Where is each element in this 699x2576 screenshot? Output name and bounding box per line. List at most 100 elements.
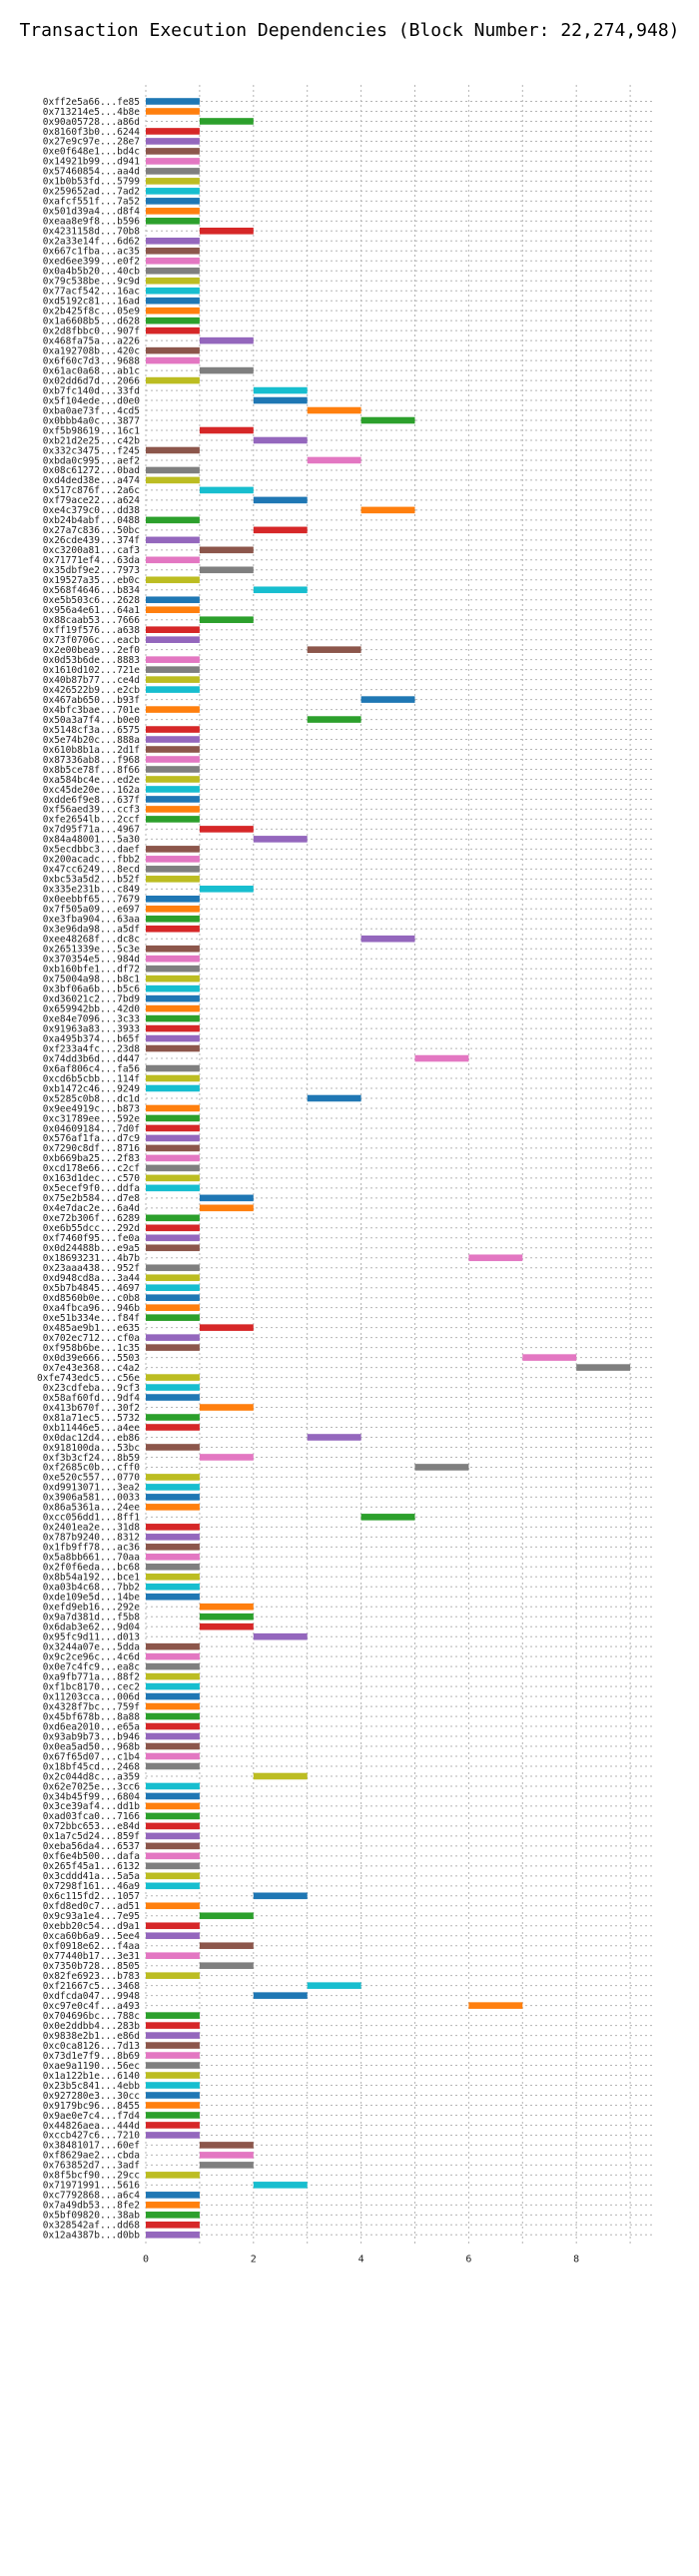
transaction-bar (146, 287, 200, 295)
transaction-label: 0xfe743edc5...c56e (37, 1373, 140, 1384)
transaction-bar (146, 955, 200, 963)
transaction-bar (146, 297, 200, 305)
transaction-label: 0x9ae0e7c4...f7d4 (43, 2111, 141, 2122)
transaction-bar (199, 366, 254, 374)
transaction-bar (146, 636, 200, 643)
transaction-label: 0x927280e3...30cc (43, 2091, 140, 2102)
transaction-bar (146, 1184, 200, 1192)
transaction-bar (146, 2112, 200, 2119)
transaction-label: 0x9179bc96...8455 (43, 2101, 140, 2112)
transaction-bar (146, 1074, 200, 1082)
transaction-label: 0x81a71ec5...5732 (43, 1413, 140, 1424)
transaction-label: 0x0e2ddbb4...283b (43, 2021, 141, 2032)
transaction-bar (307, 456, 361, 464)
transaction-label: 0xe5b503c6...2628 (43, 595, 141, 606)
transaction-label: 0xbda0c995...aef2 (43, 455, 140, 466)
transaction-bar (146, 376, 200, 384)
transaction-label: 0x26cde439...374f (43, 535, 140, 546)
chart-title: Transaction Execution Dependencies (Bloc… (19, 20, 680, 41)
transaction-bar (146, 2022, 200, 2029)
transaction-bar (146, 1024, 200, 1032)
transaction-label: 0x6f60c7d3...9688 (43, 355, 141, 366)
transaction-bar (146, 1922, 200, 1930)
transaction-bar (199, 336, 254, 344)
transaction-label: 0xf3b3cf24...8b59 (43, 1453, 141, 1464)
transaction-label: 0x75e2b584...d7e8 (43, 1193, 141, 1204)
transaction-bar (146, 756, 200, 763)
transaction-bar (146, 1742, 200, 1750)
transaction-label: 0x73d1e7f9...8b69 (43, 2051, 141, 2062)
transaction-bar (253, 1892, 308, 1900)
transaction-bar (146, 1802, 200, 1810)
transaction-label: 0xd6ea2010...e65a (43, 1721, 140, 1732)
transaction-label: 0x90a05728...a86d (43, 117, 140, 128)
transaction-label: 0x265f45a1...6132 (43, 1861, 140, 1872)
transaction-bar (146, 1792, 200, 1800)
transaction-bar (360, 935, 415, 943)
transaction-label: 0xff19f576...a638 (43, 625, 141, 636)
transaction-label: 0x0bbb4a0c...3877 (43, 415, 140, 426)
transaction-label: 0x47cc6249...8ecd (43, 865, 140, 876)
transaction-label: 0xa03b4c68...7bb2 (43, 1583, 140, 1594)
transaction-label: 0x9ee4919c...b873 (43, 1103, 140, 1114)
transaction-bar (146, 1084, 200, 1092)
transaction-bar (253, 1772, 308, 1780)
transaction-bar (146, 1014, 200, 1022)
transaction-label: 0x704696bc...788c (43, 2011, 140, 2022)
transaction-label: 0x73f0706c...eacb (43, 635, 141, 646)
transaction-bar (307, 646, 361, 653)
transaction-bar (253, 1632, 308, 1640)
transaction-label: 0x9c2ce96c...4c6d (43, 1651, 140, 1662)
transaction-label: 0xf233a4fc...23d8 (43, 1043, 141, 1054)
transaction-bar (199, 118, 254, 125)
transaction-bar (522, 1354, 577, 1361)
transaction-bar (199, 1612, 254, 1620)
transaction-bar (360, 696, 415, 703)
transaction-bar (146, 138, 200, 145)
transaction-label: 0x23aaa438...952f (43, 1263, 140, 1274)
transaction-label: 0x1610d102...721e (43, 665, 141, 676)
transaction-bar (146, 1563, 200, 1571)
transaction-bar (307, 1094, 361, 1102)
transaction-bar (199, 2142, 254, 2149)
transaction-bar (146, 237, 200, 245)
x-tick-label: 8 (573, 2254, 579, 2264)
transaction-label: 0x713214e5...4b8e (43, 107, 141, 118)
transaction-bar (146, 1384, 200, 1391)
transaction-bar (146, 905, 200, 913)
transaction-bar (146, 1264, 200, 1272)
transaction-bar (199, 486, 254, 494)
transaction-bar (146, 974, 200, 982)
transaction-bar (146, 317, 200, 324)
transaction-label: 0x5bf09820...38ab (43, 2211, 141, 2222)
x-tick-label: 2 (251, 2254, 257, 2264)
transaction-bar (146, 2032, 200, 2039)
transaction-label: 0xebb20c54...d9a1 (43, 1921, 141, 1932)
transaction-label: 0x2a33e14f...6d62 (43, 237, 140, 248)
transaction-bar (146, 1752, 200, 1760)
transaction-label: 0x6dab3e62...9d04 (43, 1622, 141, 1633)
transaction-bar (146, 2212, 200, 2219)
transaction-label: 0xcd6b5cbb...114f (43, 1073, 140, 1084)
transaction-bar (146, 1862, 200, 1870)
transaction-bar (146, 1652, 200, 1660)
transaction-bar (146, 686, 200, 693)
transaction-bar (199, 1324, 254, 1331)
transaction-label: 0x0d39e666...5503 (43, 1353, 140, 1364)
transaction-bar (146, 2072, 200, 2079)
transaction-bar (199, 616, 254, 624)
transaction-bar (199, 886, 254, 893)
transaction-label: 0x5e74b20c...888a (43, 735, 140, 746)
transaction-label: 0x2b425f8c...05e9 (43, 306, 141, 317)
transaction-label: 0x23b5c841...4ebb (43, 2081, 141, 2092)
transaction-label: 0x1a7c5d24...859f (43, 1831, 140, 1842)
transaction-label: 0x93ab9b73...b946 (43, 1731, 141, 1742)
transaction-label: 0x7d95f71a...4967 (43, 825, 140, 836)
x-tick-label: 6 (465, 2254, 471, 2264)
transaction-bar (468, 2002, 523, 2009)
transaction-label: 0x7350b728...8505 (43, 1961, 140, 1972)
transaction-bar (146, 2082, 200, 2089)
transaction-bar (146, 1474, 200, 1481)
transaction-label: 0x67f65d07...c1b4 (43, 1751, 141, 1762)
transaction-bar (468, 1254, 523, 1262)
